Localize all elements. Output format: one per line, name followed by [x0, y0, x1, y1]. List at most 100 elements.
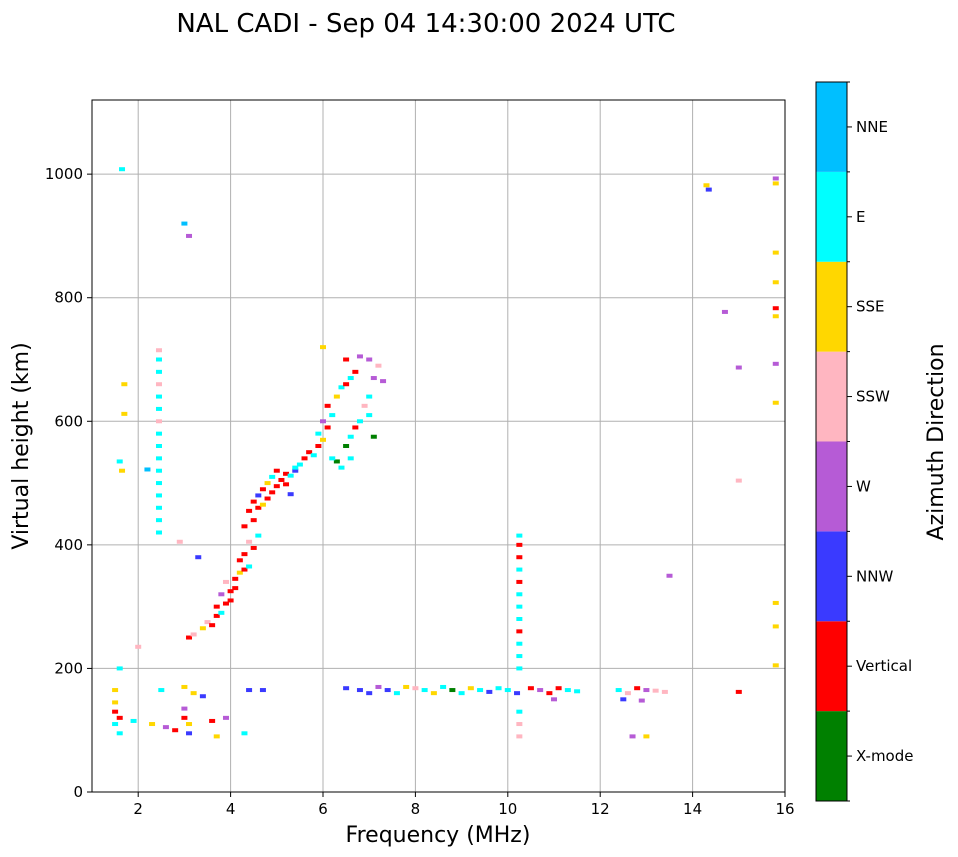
data-point: [352, 369, 359, 374]
data-point: [287, 492, 294, 497]
data-point: [477, 688, 484, 693]
data-point: [370, 434, 377, 439]
data-point: [564, 688, 571, 693]
data-point: [287, 473, 294, 478]
data-point: [421, 688, 428, 693]
data-point: [721, 309, 728, 314]
x-tick-label: 16: [775, 800, 794, 818]
data-point: [241, 567, 248, 572]
data-point: [320, 437, 326, 442]
data-point: [315, 431, 322, 436]
data-point: [516, 604, 523, 609]
data-point: [116, 666, 123, 671]
data-point: [218, 610, 225, 615]
data-point: [306, 450, 313, 455]
data-point: [195, 555, 202, 560]
data-point: [356, 354, 363, 359]
data-point: [232, 576, 239, 581]
data-point: [537, 688, 544, 693]
data-point: [516, 629, 523, 634]
data-point: [259, 487, 266, 492]
data-point: [634, 686, 641, 691]
data-point: [255, 533, 262, 538]
data-point: [516, 709, 523, 714]
data-point: [213, 604, 220, 609]
data-point: [486, 689, 493, 694]
colorbar-segment: [816, 171, 847, 262]
data-points: [112, 167, 779, 739]
data-point: [241, 552, 248, 557]
data-point: [250, 545, 257, 550]
data-point: [264, 481, 271, 486]
data-point: [347, 434, 354, 439]
colorbar-segment: [816, 441, 847, 532]
data-point: [440, 684, 447, 689]
data-point: [259, 502, 266, 507]
data-point: [222, 579, 229, 584]
colorbar-tick-label: X-mode: [856, 747, 913, 765]
data-point: [638, 698, 645, 703]
data-point: [772, 250, 779, 255]
data-point: [246, 508, 253, 513]
data-point: [155, 431, 162, 436]
data-point: [232, 586, 239, 591]
data-point: [527, 686, 534, 691]
data-point: [772, 306, 779, 311]
data-point: [264, 496, 271, 501]
colorbar-tick-label: E: [856, 208, 865, 226]
data-point: [155, 348, 162, 353]
data-point: [227, 589, 234, 594]
data-point: [347, 376, 354, 381]
data-point: [458, 691, 465, 696]
data-point: [130, 718, 137, 723]
x-tick-label: 4: [226, 800, 236, 818]
colorbar-tick-label: SSE: [856, 298, 885, 316]
data-point: [338, 385, 345, 390]
data-point: [112, 709, 119, 714]
colorbar-tick-label: Vertical: [856, 657, 912, 675]
data-point: [514, 691, 521, 696]
colorbar-tick-label: NNE: [856, 118, 888, 136]
data-point: [735, 365, 742, 370]
data-point: [149, 722, 156, 727]
y-tick-label: 0: [73, 783, 83, 801]
data-point: [116, 731, 123, 736]
data-point: [222, 715, 229, 720]
data-point: [255, 493, 262, 498]
data-point: [375, 363, 382, 368]
data-point: [772, 624, 779, 629]
data-point: [222, 601, 229, 606]
data-point: [190, 632, 197, 637]
plot-frame: [91, 99, 786, 793]
data-point: [375, 684, 382, 689]
y-tick-label: 800: [54, 289, 83, 307]
data-point: [772, 181, 779, 186]
data-point: [393, 691, 400, 696]
data-point: [236, 570, 243, 575]
x-tick-label: 12: [591, 800, 610, 818]
data-point: [199, 694, 206, 699]
data-point: [516, 734, 523, 739]
data-point: [158, 688, 165, 693]
data-point: [310, 453, 317, 458]
y-axis-ticks: 0 200 400 600 800 1000: [45, 165, 92, 801]
data-point: [301, 456, 308, 461]
x-tick-label: 10: [498, 800, 517, 818]
data-point: [112, 700, 119, 705]
colorbar-tick-label: SSW: [856, 388, 890, 406]
data-point: [366, 413, 373, 418]
data-point: [119, 167, 126, 172]
data-point: [516, 592, 523, 597]
x-axis-ticks: 2 4 6 8 10 12 14 16: [133, 792, 795, 818]
data-point: [329, 456, 336, 461]
data-point: [209, 623, 216, 628]
data-point: [705, 187, 712, 192]
data-point: [112, 688, 119, 693]
data-point: [186, 722, 193, 727]
colorbar-segment: [816, 82, 847, 172]
data-point: [516, 722, 523, 727]
data-point: [320, 345, 326, 350]
data-point: [516, 617, 523, 621]
data-point: [652, 688, 659, 693]
